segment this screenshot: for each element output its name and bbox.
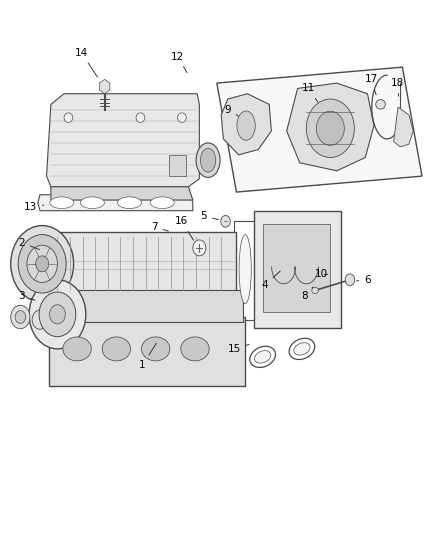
- Ellipse shape: [177, 113, 186, 123]
- Polygon shape: [51, 187, 193, 200]
- Text: 8: 8: [301, 287, 313, 301]
- Text: 14: 14: [75, 48, 97, 77]
- Circle shape: [316, 111, 344, 146]
- Text: 5: 5: [201, 211, 219, 221]
- Polygon shape: [217, 67, 422, 192]
- Ellipse shape: [239, 235, 251, 304]
- Ellipse shape: [294, 343, 310, 355]
- FancyBboxPatch shape: [254, 211, 341, 328]
- Text: 2: 2: [18, 238, 39, 249]
- Text: 6: 6: [357, 275, 371, 285]
- FancyBboxPatch shape: [263, 224, 330, 312]
- Text: 12: 12: [171, 52, 187, 72]
- Circle shape: [193, 240, 206, 256]
- Ellipse shape: [136, 113, 145, 123]
- Ellipse shape: [345, 274, 355, 286]
- Ellipse shape: [312, 287, 318, 294]
- Polygon shape: [46, 94, 199, 187]
- Ellipse shape: [221, 215, 230, 227]
- Circle shape: [32, 310, 48, 329]
- Ellipse shape: [196, 143, 220, 177]
- Text: 17: 17: [364, 75, 378, 95]
- Ellipse shape: [117, 197, 141, 208]
- Polygon shape: [221, 94, 272, 155]
- Ellipse shape: [181, 337, 209, 361]
- Circle shape: [15, 311, 25, 324]
- FancyBboxPatch shape: [49, 317, 245, 386]
- Circle shape: [11, 225, 74, 302]
- FancyBboxPatch shape: [51, 290, 243, 322]
- FancyBboxPatch shape: [234, 221, 256, 320]
- Text: 3: 3: [18, 290, 35, 301]
- FancyBboxPatch shape: [49, 232, 237, 349]
- Ellipse shape: [376, 100, 385, 109]
- Ellipse shape: [289, 338, 315, 359]
- Circle shape: [39, 292, 76, 337]
- Polygon shape: [38, 195, 193, 211]
- Polygon shape: [394, 107, 413, 147]
- Polygon shape: [99, 79, 110, 94]
- Text: 15: 15: [228, 344, 249, 354]
- Circle shape: [49, 305, 65, 324]
- Ellipse shape: [50, 197, 74, 208]
- Ellipse shape: [141, 337, 170, 361]
- Text: 1: 1: [139, 343, 156, 370]
- Text: 13: 13: [24, 202, 44, 212]
- Circle shape: [11, 305, 30, 329]
- Polygon shape: [287, 83, 374, 171]
- Text: 16: 16: [175, 216, 194, 240]
- Ellipse shape: [63, 337, 91, 361]
- Ellipse shape: [250, 346, 276, 367]
- Circle shape: [306, 99, 354, 158]
- Circle shape: [18, 235, 66, 293]
- Text: 18: 18: [391, 78, 404, 96]
- Circle shape: [27, 245, 57, 282]
- Ellipse shape: [102, 337, 131, 361]
- Text: 4: 4: [261, 271, 280, 290]
- Ellipse shape: [64, 113, 73, 123]
- Ellipse shape: [201, 148, 216, 172]
- Circle shape: [35, 256, 49, 272]
- Text: 7: 7: [151, 222, 168, 232]
- Circle shape: [29, 280, 86, 349]
- Ellipse shape: [237, 111, 255, 140]
- Text: 9: 9: [224, 104, 238, 116]
- Ellipse shape: [150, 197, 174, 208]
- Text: 11: 11: [302, 83, 318, 102]
- Ellipse shape: [254, 351, 271, 363]
- Ellipse shape: [81, 197, 104, 208]
- Text: 10: 10: [315, 270, 328, 279]
- FancyBboxPatch shape: [169, 155, 186, 176]
